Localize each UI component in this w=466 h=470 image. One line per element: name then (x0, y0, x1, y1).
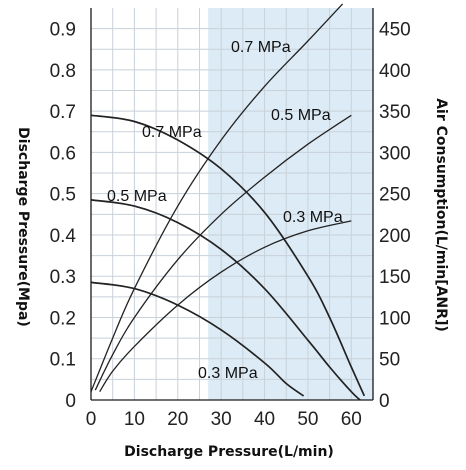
y2-tick-label: 150 (379, 267, 411, 288)
x-tick-label: 10 (124, 409, 145, 430)
y-tick-label: 0.2 (50, 308, 76, 329)
tick-labels-layer: 0 10 20 30 40 50 60 0 0.1 0.2 0.3 0.4 0.5 0.6 0.7 0.8 0.… (50, 20, 411, 430)
y2-tick-label: 350 (379, 102, 411, 123)
x-tick-label: 50 (297, 409, 318, 430)
curve-labels-layer: 0.7 MPa 0.5 MPa 0.3 MPa 0.7 MPa 0.5 MPa 0.3 M… (107, 39, 343, 382)
curves-layer (90, 3, 366, 401)
discharge-pressure-label-07mpa: 0.7 MPa (142, 124, 202, 141)
discharge-pressure-curve-05mpa (90, 199, 361, 401)
air-consumption-label-07mpa: 0.7 MPa (231, 39, 291, 56)
y2-tick-label: 50 (379, 350, 400, 371)
y2-tick-label: 0 (379, 391, 390, 412)
y2-axis-title: Air Consumption(L/min[ANR]) (433, 98, 449, 332)
discharge-pressure-curve-07mpa (90, 114, 366, 397)
y2-tick-label: 100 (379, 308, 411, 329)
y-tick-label: 0.3 (50, 267, 76, 288)
y2-tick-label: 250 (379, 185, 411, 206)
axes-layer (90, 8, 374, 401)
y2-tick-label: 400 (379, 61, 411, 82)
y-tick-label: 0.5 (50, 185, 76, 206)
x-tick-label: 30 (211, 409, 232, 430)
y-tick-label: 0.6 (50, 143, 76, 164)
highlight-layer (208, 8, 373, 400)
x-tick-label: 20 (167, 409, 188, 430)
x-tick-label: 40 (254, 409, 275, 430)
y2-tick-label: 200 (379, 226, 411, 247)
air-consumption-curve-05mpa (94, 114, 352, 391)
x-axis-title: Discharge Pressure(L/min) (124, 444, 334, 460)
y2-tick-label: 300 (379, 143, 411, 164)
discharge-pressure-label-05mpa: 0.5 MPa (107, 188, 167, 205)
y-tick-label: 0.1 (50, 350, 76, 371)
y2-tick-label: 450 (379, 20, 411, 41)
y-tick-label: 0.8 (50, 61, 76, 82)
y-tick-label: 0.9 (50, 20, 76, 41)
highlight-region (208, 8, 373, 400)
discharge-pressure-label-03mpa: 0.3 MPa (198, 365, 258, 382)
y-tick-label: 0 (65, 391, 76, 412)
y-tick-label: 0.7 (50, 102, 76, 123)
x-tick-label: 0 (86, 409, 97, 430)
air-consumption-label-05mpa: 0.5 MPa (271, 107, 331, 124)
air-consumption-curve-03mpa (99, 220, 352, 393)
air-consumption-curve-07mpa (90, 3, 344, 392)
air-consumption-label-03mpa: 0.3 MPa (283, 209, 343, 226)
x-tick-label: 60 (341, 409, 362, 430)
y-axis-title: Discharge Pressure(Mpa) (15, 127, 31, 327)
y-tick-label: 0.4 (50, 226, 77, 247)
